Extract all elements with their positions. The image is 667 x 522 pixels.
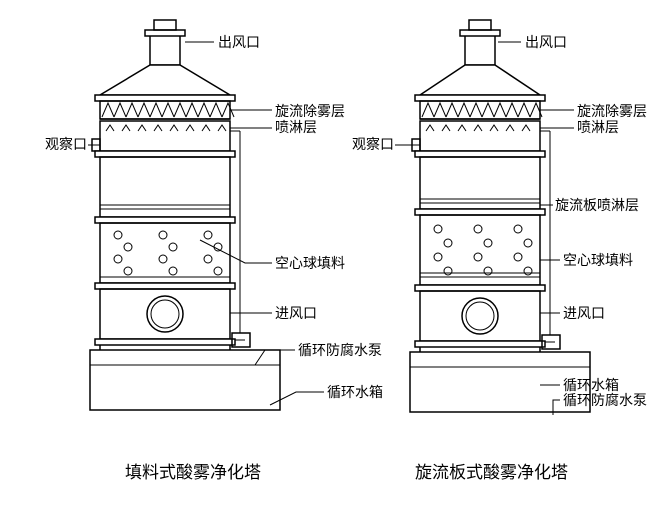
- label: 进风口: [275, 305, 317, 321]
- label: 进风口: [563, 305, 605, 321]
- scrubber-diagram: 出风口观察口旋流除雾层喷淋层空心球填料进风口循环防腐水泵循环水箱填料式酸雾净化塔…: [0, 0, 667, 522]
- label: 旋流板喷淋层: [555, 197, 639, 213]
- label: 空心球填料: [275, 255, 345, 271]
- label: 出风口: [218, 34, 260, 50]
- tower-title: 旋流板式酸雾净化塔: [415, 463, 568, 482]
- label: 出风口: [525, 34, 567, 50]
- label: 循环水箱: [563, 377, 619, 393]
- label: 旋流除雾层: [275, 103, 345, 119]
- label: 喷淋层: [275, 119, 317, 135]
- label: 循环防腐水泵: [563, 392, 647, 408]
- label: 观察口: [45, 136, 87, 152]
- label: 循环水箱: [327, 384, 383, 400]
- label: 空心球填料: [563, 252, 633, 268]
- tower-title: 填料式酸雾净化塔: [125, 463, 261, 482]
- label: 旋流除雾层: [577, 103, 647, 119]
- label: 喷淋层: [577, 119, 619, 135]
- label: 观察口: [352, 136, 394, 152]
- label: 循环防腐水泵: [298, 342, 382, 358]
